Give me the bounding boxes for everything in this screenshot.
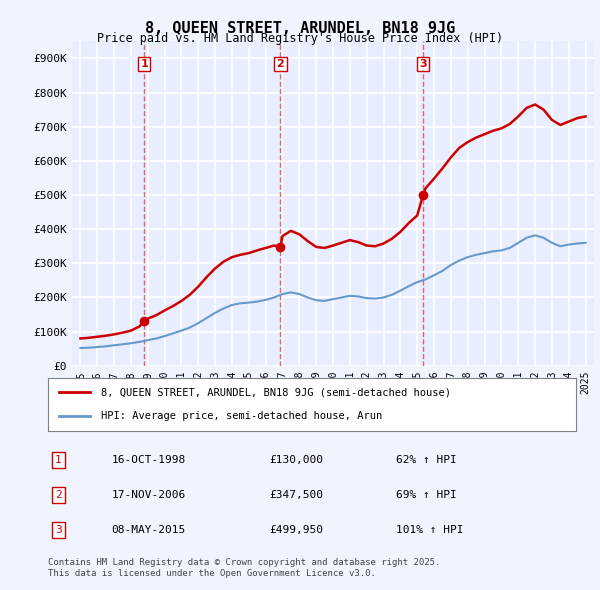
Text: HPI: Average price, semi-detached house, Arun: HPI: Average price, semi-detached house,…: [101, 411, 382, 421]
Text: 62% ↑ HPI: 62% ↑ HPI: [397, 455, 457, 465]
Text: 08-MAY-2015: 08-MAY-2015: [112, 525, 185, 535]
Text: 16-OCT-1998: 16-OCT-1998: [112, 455, 185, 465]
Text: 3: 3: [419, 59, 427, 69]
Text: 1: 1: [140, 59, 148, 69]
Text: 1: 1: [55, 455, 62, 465]
Text: £130,000: £130,000: [270, 455, 324, 465]
Text: 8, QUEEN STREET, ARUNDEL, BN18 9JG (semi-detached house): 8, QUEEN STREET, ARUNDEL, BN18 9JG (semi…: [101, 388, 451, 398]
Text: 101% ↑ HPI: 101% ↑ HPI: [397, 525, 464, 535]
Text: 2: 2: [277, 59, 284, 69]
Text: £347,500: £347,500: [270, 490, 324, 500]
Text: Contains HM Land Registry data © Crown copyright and database right 2025.: Contains HM Land Registry data © Crown c…: [48, 558, 440, 566]
Text: 3: 3: [55, 525, 62, 535]
Text: This data is licensed under the Open Government Licence v3.0.: This data is licensed under the Open Gov…: [48, 569, 376, 578]
Text: 8, QUEEN STREET, ARUNDEL, BN18 9JG: 8, QUEEN STREET, ARUNDEL, BN18 9JG: [145, 21, 455, 35]
Text: 17-NOV-2006: 17-NOV-2006: [112, 490, 185, 500]
Text: 69% ↑ HPI: 69% ↑ HPI: [397, 490, 457, 500]
Text: £499,950: £499,950: [270, 525, 324, 535]
Text: Price paid vs. HM Land Registry's House Price Index (HPI): Price paid vs. HM Land Registry's House …: [97, 32, 503, 45]
Text: 2: 2: [55, 490, 62, 500]
